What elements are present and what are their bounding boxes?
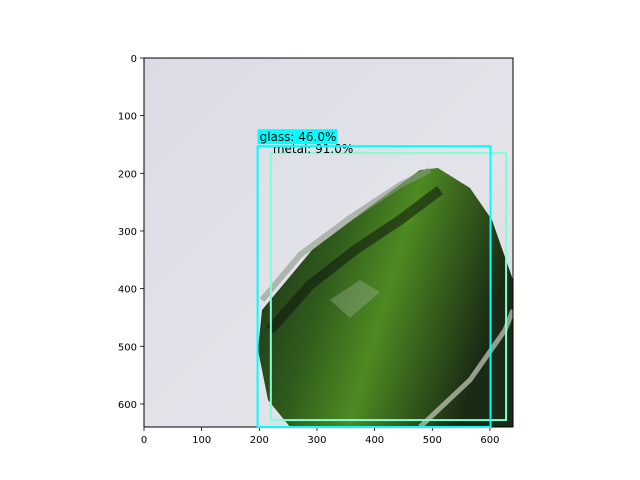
y-tick-label: 200: [118, 169, 137, 180]
x-tick-label: 500: [423, 435, 442, 446]
detection-box-glass: [256, 145, 492, 429]
y-tick-label: 0: [131, 54, 137, 65]
detection-label-metal: metal: 91.0%: [273, 142, 353, 156]
y-tick-label: 100: [118, 112, 137, 123]
x-tick-label: 300: [307, 435, 326, 446]
detection-label-bg-glass: [257, 129, 338, 145]
x-tick-label: 200: [250, 435, 269, 446]
y-tick-label: 300: [118, 227, 137, 238]
bottle-reflection: [418, 309, 513, 427]
bottle-body: [258, 168, 513, 427]
bottle-lip: [259, 167, 432, 302]
bottle-glare: [330, 280, 380, 318]
detection-boxes: metal: 91.0%glass: 46.0%: [256, 129, 508, 429]
x-tick-label: 0: [141, 435, 147, 446]
photo: [144, 58, 513, 427]
x-tick-label: 100: [192, 435, 211, 446]
detection-box-metal: [269, 152, 508, 422]
y-tick-label: 600: [118, 400, 137, 411]
y-tick-label: 400: [118, 285, 137, 296]
x-tick-label: 600: [480, 435, 499, 446]
bottle-rim-shadow: [266, 186, 443, 334]
axis-ticks: 0 100 200 300 400 500 600 0 100 200 300 400 500 600: [118, 54, 500, 446]
detection-label-glass: glass: 46.0%: [260, 130, 337, 144]
y-tick-label: 500: [118, 342, 137, 353]
x-tick-label: 400: [365, 435, 384, 446]
